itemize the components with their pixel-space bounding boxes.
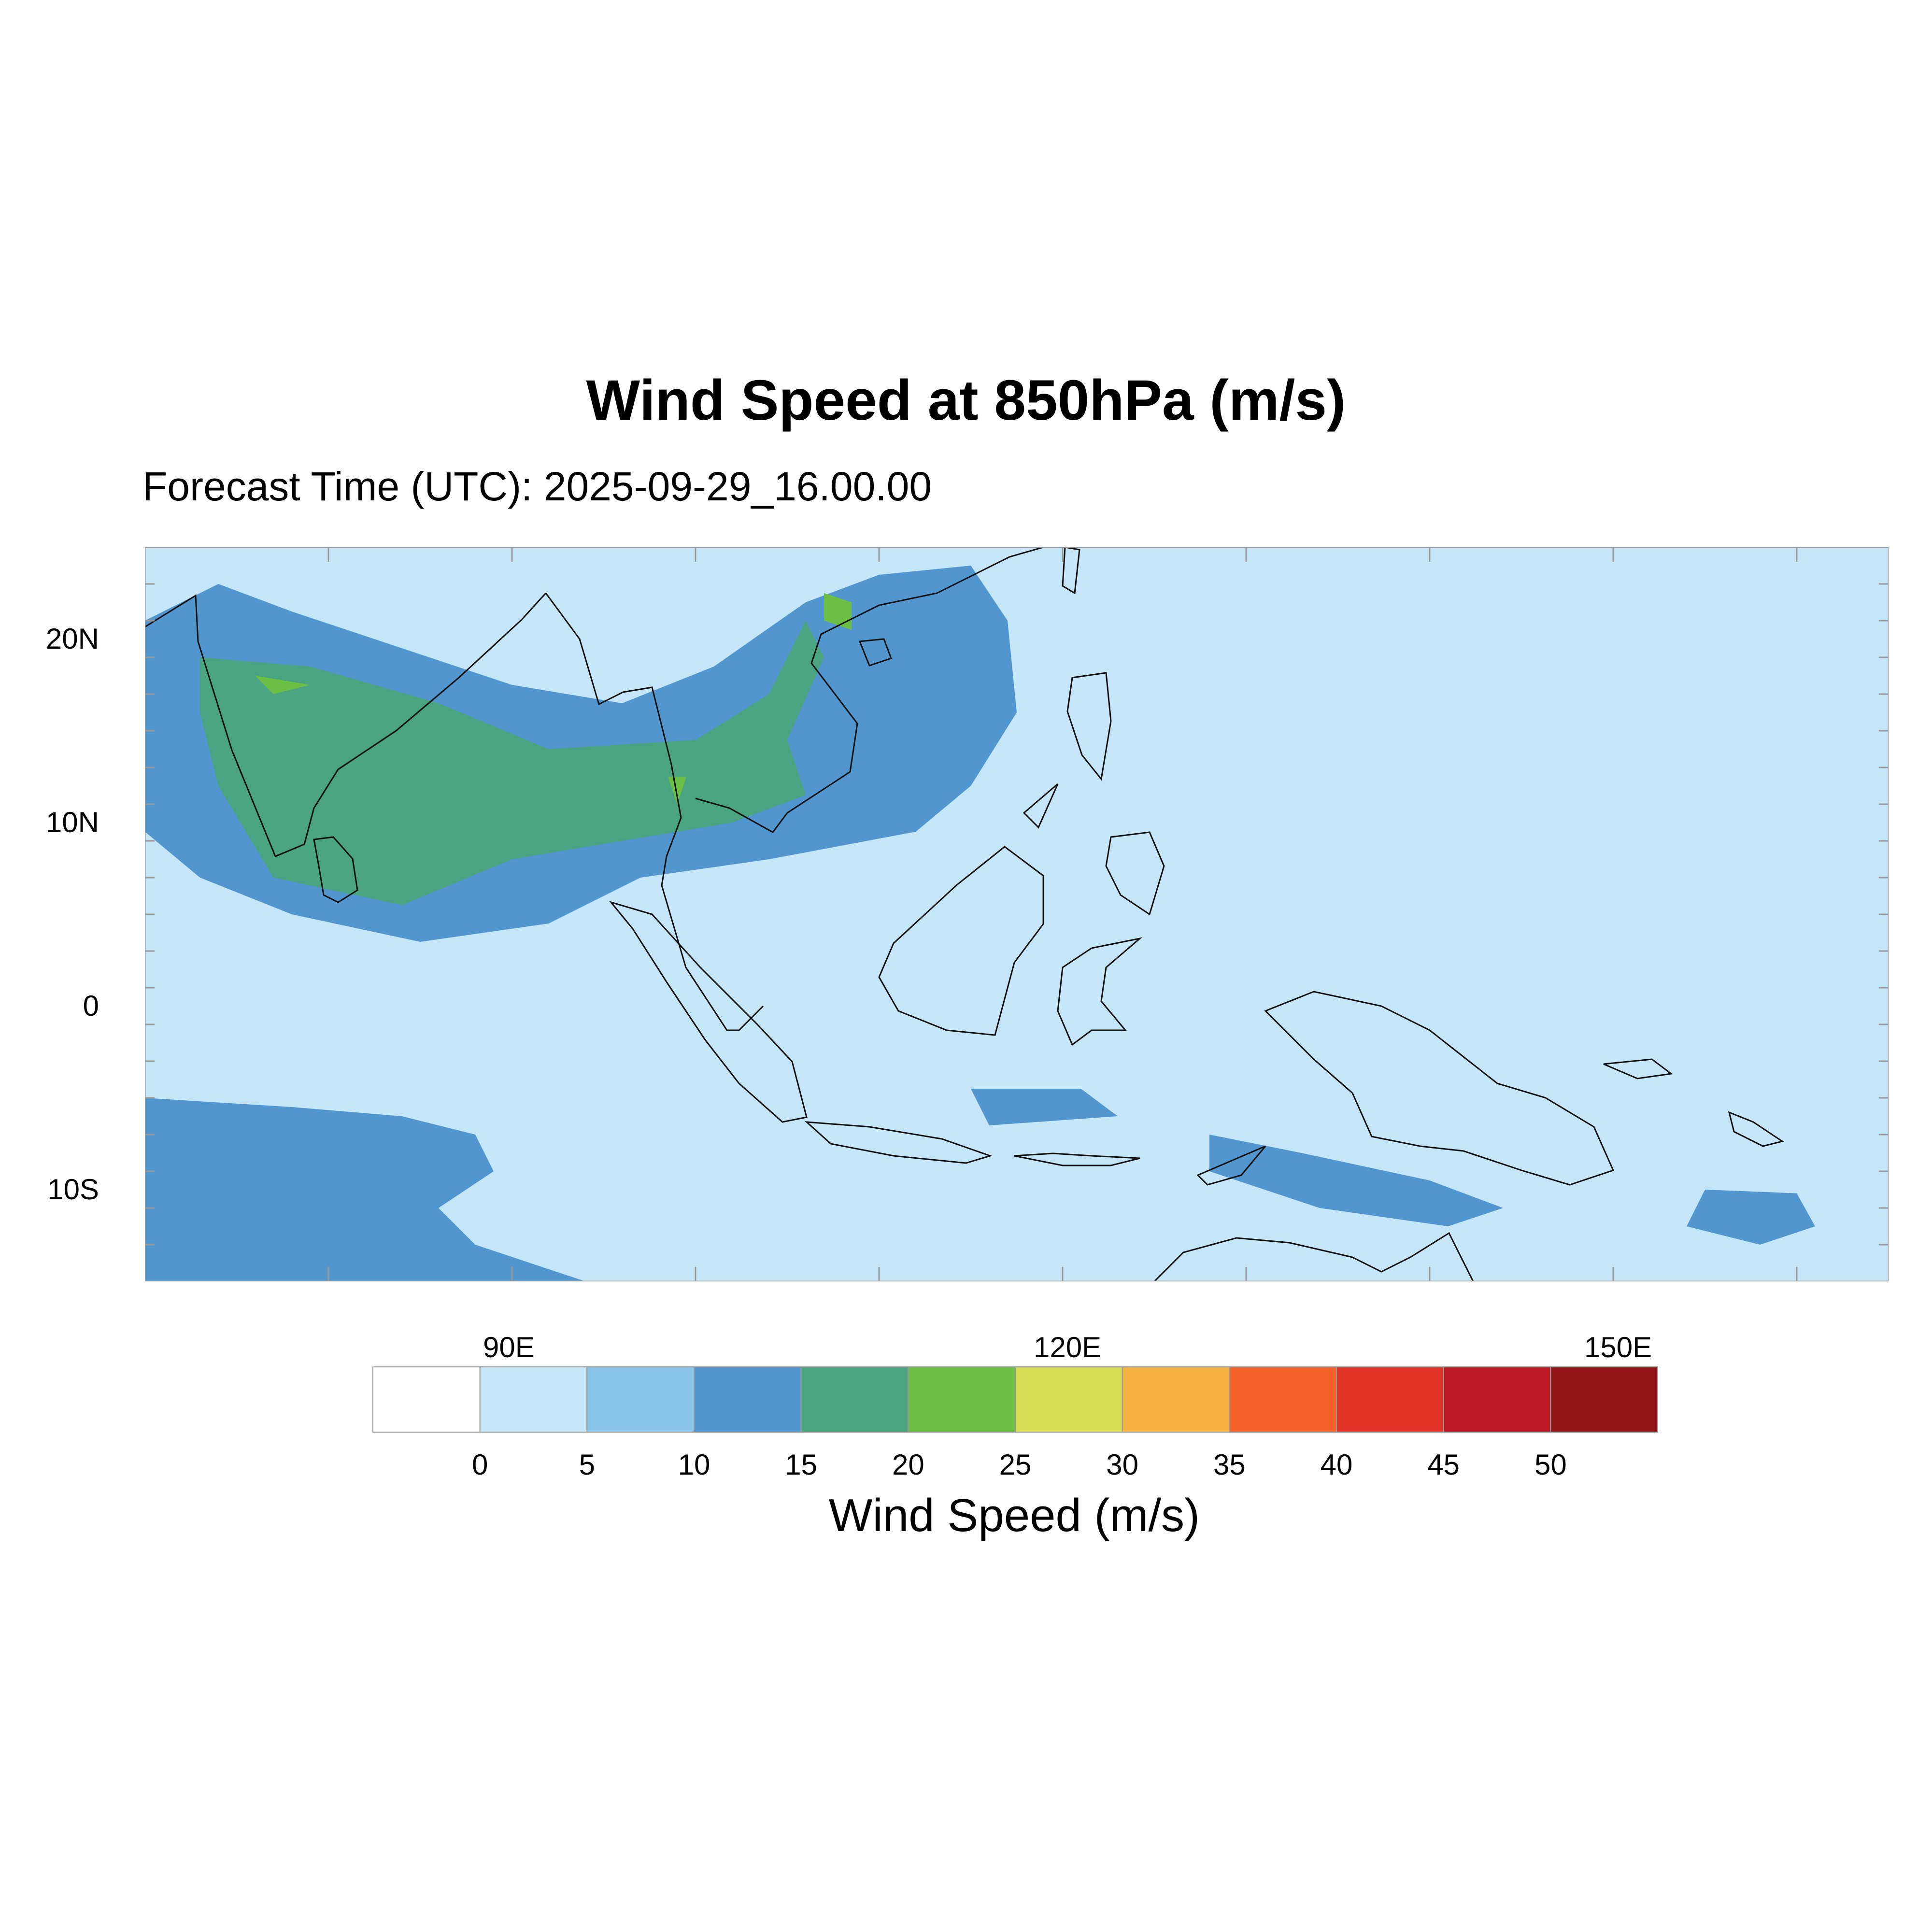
coastline-lesser-sunda <box>1014 1152 1140 1166</box>
colorbar-box <box>908 1366 1016 1433</box>
contour-region-20-25-7 <box>824 593 852 630</box>
coastline-palawan <box>1023 783 1059 829</box>
colorbar-box <box>586 1366 695 1433</box>
coastline-borneo <box>878 846 1044 1036</box>
coastline-timor <box>1196 1145 1266 1186</box>
colorbar-level-label: 30 <box>1106 1449 1139 1481</box>
contour-region-10-15-2 <box>1209 1135 1503 1226</box>
contour-region-15-20-5 <box>200 621 824 905</box>
chart-title: Wind Speed at 850hPa (m/s) <box>586 369 1346 432</box>
coastline-sulawesi <box>1057 937 1143 1046</box>
coastline-java <box>804 1121 993 1164</box>
coastline-sri-lanka <box>313 836 358 903</box>
wind-speed-contours <box>145 566 1815 1281</box>
colorbar-level-label: 20 <box>892 1449 924 1481</box>
contour-region-20-25-8 <box>668 777 686 804</box>
colorbar-level-label: 40 <box>1320 1449 1353 1481</box>
contour-region-10-15-1 <box>145 1098 585 1281</box>
x-tick-label: 90E <box>483 1331 535 1364</box>
colorbar-box <box>1443 1366 1551 1433</box>
colorbar-level-label: 50 <box>1534 1449 1567 1481</box>
colorbar-level-label: 35 <box>1213 1449 1246 1481</box>
coastline-sumatra <box>609 901 808 1123</box>
colorbar-level-label: 10 <box>678 1449 710 1481</box>
colorbar-box <box>1229 1366 1337 1433</box>
contour-region-20-25-6 <box>255 676 310 694</box>
coastline-australia <box>1153 1232 1474 1281</box>
coastline-new-britain <box>1603 1058 1673 1080</box>
colorbar-level-label: 5 <box>579 1449 596 1481</box>
coastline-indochina-east <box>695 547 1044 833</box>
colorbar-box <box>800 1366 909 1433</box>
colorbar-level-label: 0 <box>471 1449 488 1481</box>
colorbar-box <box>479 1366 588 1433</box>
y-tick-label: 20N <box>45 623 99 655</box>
colorbar-box <box>1015 1366 1123 1433</box>
colorbar-box <box>1122 1366 1230 1433</box>
colorbar-level-label: 25 <box>999 1449 1032 1481</box>
coastline-indochina-west <box>545 593 764 1031</box>
colorbar-boxes <box>372 1366 1658 1433</box>
contour-region-10-15-4 <box>1687 1190 1815 1245</box>
coastline-new-guinea <box>1264 991 1615 1186</box>
y-tick-label: 10S <box>47 1173 99 1206</box>
coastline-luzon <box>1066 672 1112 781</box>
colorbar-title: Wind Speed (m/s) <box>828 1490 1200 1541</box>
coastline-solomon-islands <box>1728 1111 1784 1147</box>
coastline-hainan <box>858 638 892 667</box>
colorbar-box <box>372 1366 481 1433</box>
chart-subtitle: Forecast Time (UTC): 2025-09-29_16.00.00 <box>142 464 932 509</box>
wind-speed-map <box>145 547 1889 1281</box>
x-tick-label: 120E <box>1034 1331 1102 1364</box>
coastlines <box>145 547 1784 1281</box>
contour-region-10-15-3 <box>971 1089 1118 1125</box>
colorbar-box <box>1336 1366 1444 1433</box>
colorbar-box <box>1550 1366 1658 1433</box>
y-tick-label: 10N <box>45 806 99 838</box>
y-tick-label: 0 <box>83 990 99 1022</box>
x-tick-label: 150E <box>1584 1331 1652 1364</box>
axis-ticks <box>145 547 1889 1281</box>
colorbar-box <box>694 1366 802 1433</box>
coastline-india <box>145 592 547 857</box>
colorbar-level-label: 15 <box>785 1449 818 1481</box>
colorbar-level-label: 45 <box>1427 1449 1460 1481</box>
coastline-taiwan <box>1062 547 1080 595</box>
coastline-mindanao <box>1105 831 1165 916</box>
